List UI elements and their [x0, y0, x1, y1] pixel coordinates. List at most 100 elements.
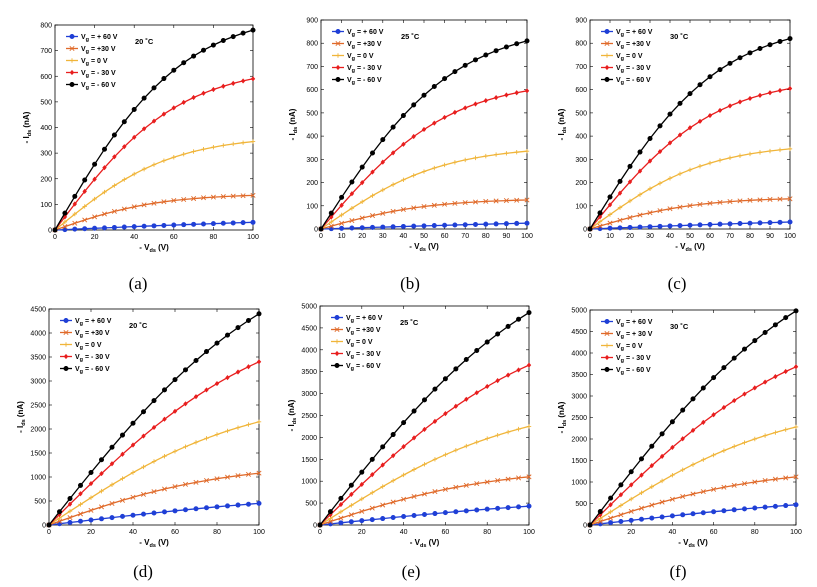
data-point [338, 509, 344, 515]
data-point [99, 470, 104, 477]
data-point [193, 440, 199, 445]
data-point [516, 504, 522, 510]
data-point [162, 416, 167, 422]
data-point [787, 146, 793, 152]
legend-entry-sub: g [351, 366, 354, 372]
y-axis-label-sub: ds [27, 130, 33, 136]
data-point [687, 91, 693, 97]
data-point [201, 90, 206, 96]
legend-entry-sub: g [351, 342, 354, 348]
data-point [721, 508, 727, 514]
data-point [707, 160, 713, 166]
legend-entry-main: V [347, 53, 352, 60]
legend-marker [334, 326, 340, 333]
data-point [526, 424, 532, 429]
y-tick-label: 3500 [301, 369, 317, 376]
y-tick-label: 900 [575, 18, 587, 25]
data-point [707, 200, 713, 206]
data-point [690, 491, 696, 497]
legend-marker [335, 64, 341, 71]
data-point [514, 220, 520, 226]
data-point [109, 515, 115, 521]
data-point [767, 148, 773, 154]
data-point [82, 188, 87, 194]
data-point [638, 516, 644, 522]
series-5 [587, 308, 799, 528]
y-tick-label: 100 [40, 202, 52, 209]
data-point [390, 208, 396, 214]
data-point [56, 509, 62, 515]
data-point [711, 486, 717, 492]
data-point [401, 177, 406, 183]
y-tick-label: 300 [40, 151, 52, 158]
data-point [162, 454, 167, 459]
data-point [172, 449, 178, 454]
y-tick-label: 4500 [30, 307, 46, 314]
data-point [697, 164, 703, 169]
data-point [721, 484, 727, 490]
data-point [493, 221, 499, 227]
x-tick-label: 20 [91, 234, 99, 241]
data-point [380, 224, 386, 230]
data-point [717, 107, 723, 114]
data-point [473, 155, 478, 161]
data-point [380, 210, 386, 216]
data-point [109, 461, 115, 467]
series-4 [587, 364, 799, 528]
data-point [687, 125, 693, 131]
data-point [339, 202, 344, 208]
legend-entry-rest: = 0 V [624, 343, 643, 350]
legend-entry-main: V [346, 339, 351, 346]
data-point [380, 502, 386, 508]
data-point [690, 462, 696, 467]
series-3 [587, 424, 799, 528]
data-point [369, 517, 375, 523]
data-point [151, 510, 157, 516]
data-point [472, 221, 478, 227]
legend-entry: Vg = 0 V [347, 53, 374, 62]
legend-entry-main: V [75, 354, 80, 361]
data-point [72, 193, 78, 199]
y-axis-label-rest: (nA) [16, 401, 25, 420]
data-point [191, 221, 197, 227]
plot-frame [54, 24, 254, 231]
data-point [181, 60, 187, 66]
data-point [727, 60, 733, 66]
legend-entry-rest: = 0 V [355, 53, 374, 60]
x-tick-label: 80 [210, 234, 218, 241]
y-tick-label: 0 [48, 228, 52, 235]
data-point [67, 520, 73, 526]
data-point [161, 199, 167, 205]
y-axis-label: - Ids (nA) [557, 108, 568, 140]
legend-entry: Vg = - 60 V [616, 77, 651, 86]
data-point [472, 199, 479, 205]
data-point [677, 204, 683, 210]
data-point [411, 467, 417, 472]
data-point [421, 92, 427, 98]
data-point [638, 505, 645, 511]
legend-entry: Vg = 0 V [81, 58, 108, 67]
data-point [225, 332, 231, 338]
data-point [638, 456, 644, 462]
data-point [472, 57, 478, 63]
data-point [783, 368, 788, 375]
data-point [657, 208, 663, 214]
data-point [473, 101, 478, 107]
legend-entry: Vg = - 30 V [81, 70, 116, 79]
legend-entry-rest: = + 60 V [354, 315, 383, 322]
legend-entry: Vg = - 60 V [346, 363, 381, 372]
data-point [183, 401, 188, 407]
data-point [204, 387, 209, 393]
legend-entry-main: V [347, 41, 352, 48]
legend-entry-sub: g [621, 322, 624, 328]
data-point [516, 426, 521, 432]
data-point [442, 222, 448, 228]
data-point [348, 482, 354, 488]
legend-entry: Vg = 0 V [75, 342, 102, 351]
y-tick-label: 2000 [571, 437, 587, 444]
data-point [183, 367, 189, 373]
data-point [463, 105, 468, 111]
data-point [697, 201, 703, 207]
x-tick-label: 60 [442, 529, 450, 536]
legend: Vg = + 60 VVg = +30 VVg = 0 VVg = - 30 V… [66, 33, 118, 91]
